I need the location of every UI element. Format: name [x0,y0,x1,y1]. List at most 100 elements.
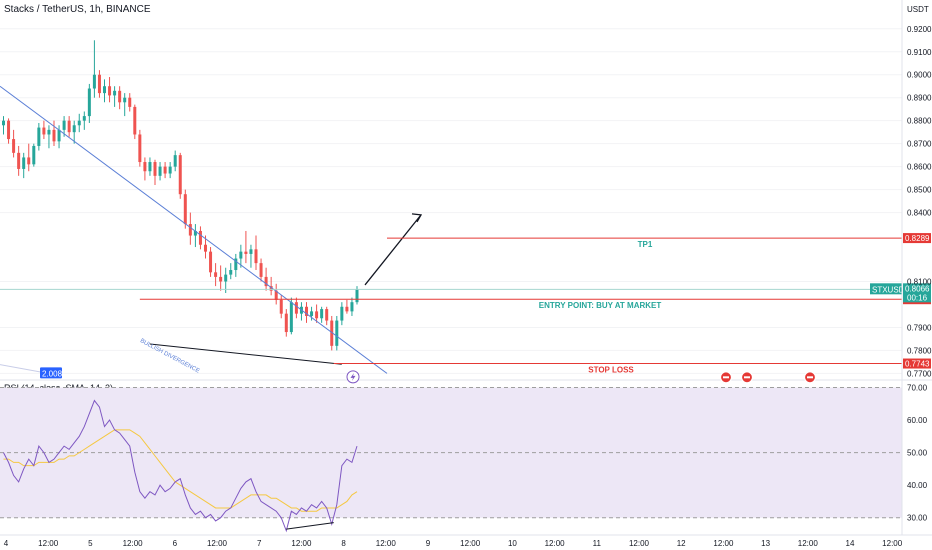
candle-31 [158,162,162,181]
candle-33 [168,162,172,179]
candle-body-53 [269,286,273,291]
candle-body-11 [57,129,61,142]
price-tick-12: 0.7700 [907,369,932,378]
candle-21 [108,77,112,103]
time-tick-21: 12:00 [882,539,903,548]
candle-59 [299,302,303,321]
candle-63 [320,306,324,323]
candle-18 [92,40,96,98]
symbol-title: Stacks / TetherUS, 1h, BINANCE [4,4,151,15]
rsi-tick-1: 60.00 [907,416,928,425]
lightning-icon [346,370,360,384]
level-price-stop: 0.7743 [905,360,930,369]
candle-body-27 [138,134,142,163]
price-tick-2: 0.9000 [907,71,932,80]
price-axis: 0.9200 0.9100 0.9000 0.8900 0.8800 0.8700 0.86… [901,0,932,535]
candles [2,40,359,351]
candle-body-51 [259,263,263,277]
lightning-icon-bolt [350,372,356,381]
level-label-stop: STOP LOSS [588,366,634,375]
candle-body-31 [158,166,162,176]
time-tick-1: 12:00 [38,539,59,548]
time-tick-6: 7 [257,539,262,548]
candle-67 [340,302,344,326]
currency-label: USDT [907,5,929,14]
faint-trend-line [0,364,43,373]
candle-body-52 [264,276,268,287]
candle-3 [17,145,21,176]
candle-7 [37,122,41,151]
time-tick-8: 8 [341,539,346,548]
level-entry: ENTRY POINT: BUY AT MARKET0.8023 [139,294,931,310]
candle-61 [310,306,314,321]
candle-body-18 [92,74,96,89]
candle-23 [118,86,122,110]
candle-body-6 [32,145,36,165]
candle-27 [138,129,142,167]
candle-body-41 [209,251,213,273]
candle-60 [305,302,308,323]
symbol-tag-text: STXUSDT [872,285,909,294]
candle-5 [27,143,31,172]
price-tick-0: 0.9200 [907,25,932,34]
candle-44 [224,267,228,293]
candle-36 [183,189,187,229]
drawings: BULLISH DIVERGENCE 2.008 [0,85,817,384]
candle-body-20 [103,86,106,94]
candle-body-21 [108,86,112,96]
candle-body-39 [198,230,202,245]
price-tick-10: 0.7900 [907,323,932,332]
candle-24 [123,93,127,117]
target-arrow-head [411,213,423,223]
candle-1 [7,118,11,144]
candle-body-63 [320,309,324,319]
symbol-tag [870,283,902,295]
candle-body-24 [123,97,127,103]
time-tick-20: 14 [846,539,855,548]
price-grid [0,28,902,374]
candle-body-3 [17,152,21,169]
candle-50 [254,235,258,271]
candle-body-64 [325,309,329,321]
candle-68 [345,299,349,314]
time-tick-5: 12:00 [207,539,228,548]
flag-stripe-1 [744,376,750,379]
price-tick-7: 0.8500 [907,186,932,195]
candle-body-34 [173,155,177,167]
candle-22 [113,86,117,107]
candle-body-4 [22,157,26,169]
candle-14 [72,120,76,144]
level-stop: STOP LOSS 0.7743 [333,358,931,375]
price-tick-5: 0.8700 [907,140,932,149]
candle-48 [244,230,248,264]
rsi-tick-4: 30.00 [907,514,928,523]
economic-event-flag-icon-1 [740,371,754,384]
candle-body-49 [249,249,253,254]
candle-body-62 [315,311,319,319]
candle-8 [42,120,46,140]
candle-16 [82,111,86,130]
time-tick-4: 6 [173,539,178,548]
candle-body-32 [163,166,167,174]
candle-body-28 [143,162,147,172]
time-tick-16: 12 [677,539,686,548]
current-price-text: 0.8066 [905,284,930,293]
candle-4 [22,152,26,179]
price-tick-4: 0.8800 [907,117,932,126]
candle-34 [173,150,177,172]
candle-20 [103,79,106,103]
rsi-tick-0: 70.00 [907,384,928,393]
time-tick-19: 12:00 [798,539,819,548]
price-tick-3: 0.8900 [907,94,932,103]
price-levels: TP1 0.8289 ENTRY POINT: BUY AT MARKET0.802… [0,233,931,375]
level-TP1: TP1 0.8289 [387,233,931,249]
rsi-tick-2: 50.00 [907,449,928,458]
candle-body-30 [153,162,157,176]
candle-body-38 [193,230,197,236]
candle-45 [229,263,233,280]
candle-43 [219,265,223,291]
candle-body-8 [42,127,46,135]
candle-69 [350,297,354,316]
candle-body-56 [284,313,288,333]
